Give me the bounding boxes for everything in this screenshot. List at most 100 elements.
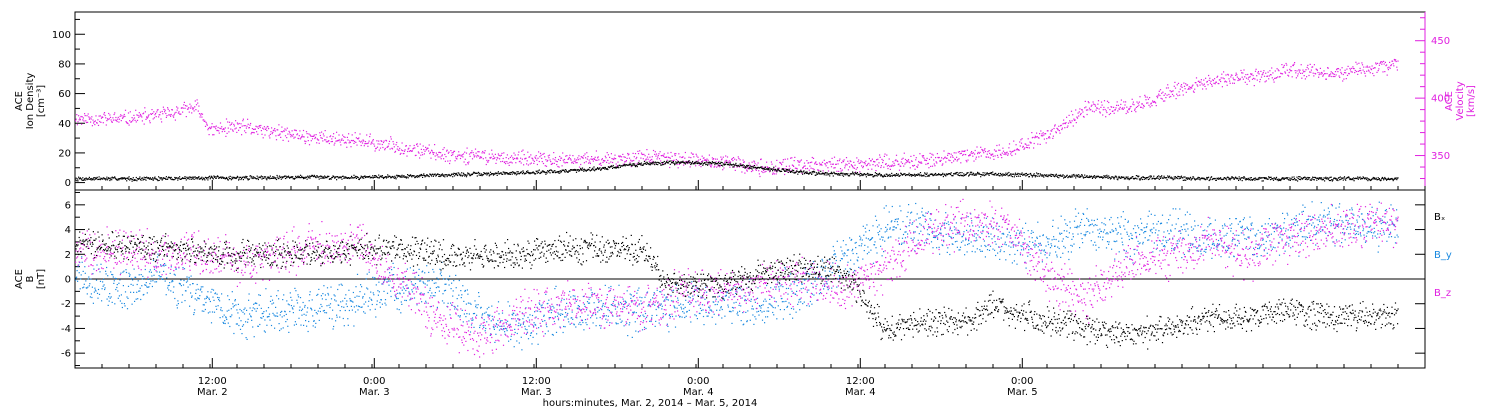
velocity-series-point [376, 140, 378, 142]
density-series-point [1270, 176, 1272, 178]
density-series-point [442, 174, 444, 176]
velocity-series-point [1296, 70, 1298, 72]
velocity-series-point [358, 140, 360, 142]
velocity-series-point [1337, 68, 1340, 70]
velocity-series-point [886, 154, 888, 156]
b-series-1-point [194, 309, 196, 311]
density-series-point [959, 172, 961, 174]
velocity-series-point [1366, 65, 1368, 67]
density-series-point [536, 171, 538, 173]
density-series-point [263, 177, 265, 179]
density-series-point [645, 163, 647, 165]
density-series-point [304, 177, 306, 179]
density-series-point [354, 176, 356, 178]
density-series-point [1112, 176, 1114, 178]
velocity-series-point [901, 162, 904, 165]
density-series-point [985, 174, 987, 176]
b-series-1-point [163, 265, 165, 267]
velocity-series-point [349, 141, 351, 144]
density-series-point [1274, 178, 1276, 180]
b-series-1-point [92, 273, 94, 275]
b-series-1-point [309, 291, 311, 293]
density-series-point [1047, 176, 1049, 178]
velocity-series-point [1200, 81, 1202, 83]
velocity-series-point [743, 161, 745, 163]
density-series-point [104, 178, 106, 180]
velocity-series-point [1144, 94, 1146, 96]
velocity-series-point [763, 166, 765, 168]
density-series-point [1274, 177, 1276, 179]
velocity-series-point [862, 167, 864, 169]
density-series-point [435, 174, 437, 176]
velocity-series-point [301, 136, 303, 138]
b-series-1-point [294, 287, 296, 289]
density-series-point [431, 175, 433, 177]
density-series-point [879, 172, 881, 174]
velocity-series-point [758, 173, 760, 175]
b-series-1-point [314, 326, 316, 328]
velocity-series-point [1095, 109, 1097, 111]
density-series-point [351, 175, 353, 177]
velocity-series-point [820, 163, 822, 165]
velocity-series-point [441, 154, 443, 156]
density-series-point [82, 177, 84, 179]
velocity-series-point [1034, 135, 1036, 137]
velocity-series-point [227, 127, 229, 129]
density-series-point [1138, 178, 1140, 180]
density-series-point [200, 177, 202, 179]
velocity-series-point [839, 168, 842, 170]
velocity-series-point [75, 120, 77, 122]
b-series-1-point [322, 293, 324, 295]
density-series-point [284, 177, 287, 180]
b-series-1-point [291, 307, 293, 309]
velocity-series-point [1149, 106, 1151, 108]
velocity-series-point [514, 154, 516, 156]
density-series-point [360, 177, 362, 179]
density-series-point [1283, 178, 1285, 180]
velocity-series-point [591, 158, 593, 161]
density-series-point [1157, 177, 1159, 179]
density-series-point [482, 174, 484, 176]
velocity-series-point [1343, 72, 1346, 74]
density-series-point [139, 178, 142, 180]
density-series-point [548, 171, 550, 173]
density-series-point [333, 175, 335, 177]
b-series-1-point [323, 309, 325, 312]
density-series-point [381, 176, 383, 178]
density-series-point [1144, 177, 1146, 179]
density-series-point [183, 177, 185, 179]
velocity-series-point [878, 162, 880, 164]
b-series-1-point [183, 279, 185, 282]
velocity-series-point [286, 127, 288, 129]
velocity-series-point [919, 162, 922, 164]
density-series-point [353, 174, 355, 176]
b-series-1-point [182, 284, 185, 286]
density-series-point [471, 173, 474, 175]
density-series-point [1014, 174, 1016, 176]
velocity-series-point [1202, 84, 1204, 86]
velocity-series-point [1364, 75, 1367, 77]
velocity-series-point [1111, 106, 1113, 108]
density-series-point [1160, 176, 1162, 178]
b-series-1-point [305, 320, 307, 322]
density-series-point [1180, 176, 1182, 178]
velocity-series-point [721, 158, 723, 160]
density-series-point [761, 167, 763, 169]
b-series-1-point [221, 293, 223, 295]
density-series-point [157, 180, 159, 182]
velocity-series-point [858, 159, 860, 161]
density-series-point [927, 174, 929, 176]
b-series-1-point [253, 336, 255, 338]
velocity-series-point [1140, 106, 1142, 108]
velocity-series-point [235, 127, 237, 129]
density-series-point [853, 173, 855, 175]
density-series-point [281, 177, 284, 179]
velocity-series-point [319, 134, 321, 137]
density-series-point [632, 163, 634, 165]
velocity-series-point [1034, 137, 1036, 139]
velocity-series-point [580, 163, 582, 166]
velocity-series-point [851, 165, 853, 167]
velocity-series-point [1016, 148, 1018, 150]
velocity-series-point [517, 154, 519, 156]
density-series-point [108, 177, 110, 179]
